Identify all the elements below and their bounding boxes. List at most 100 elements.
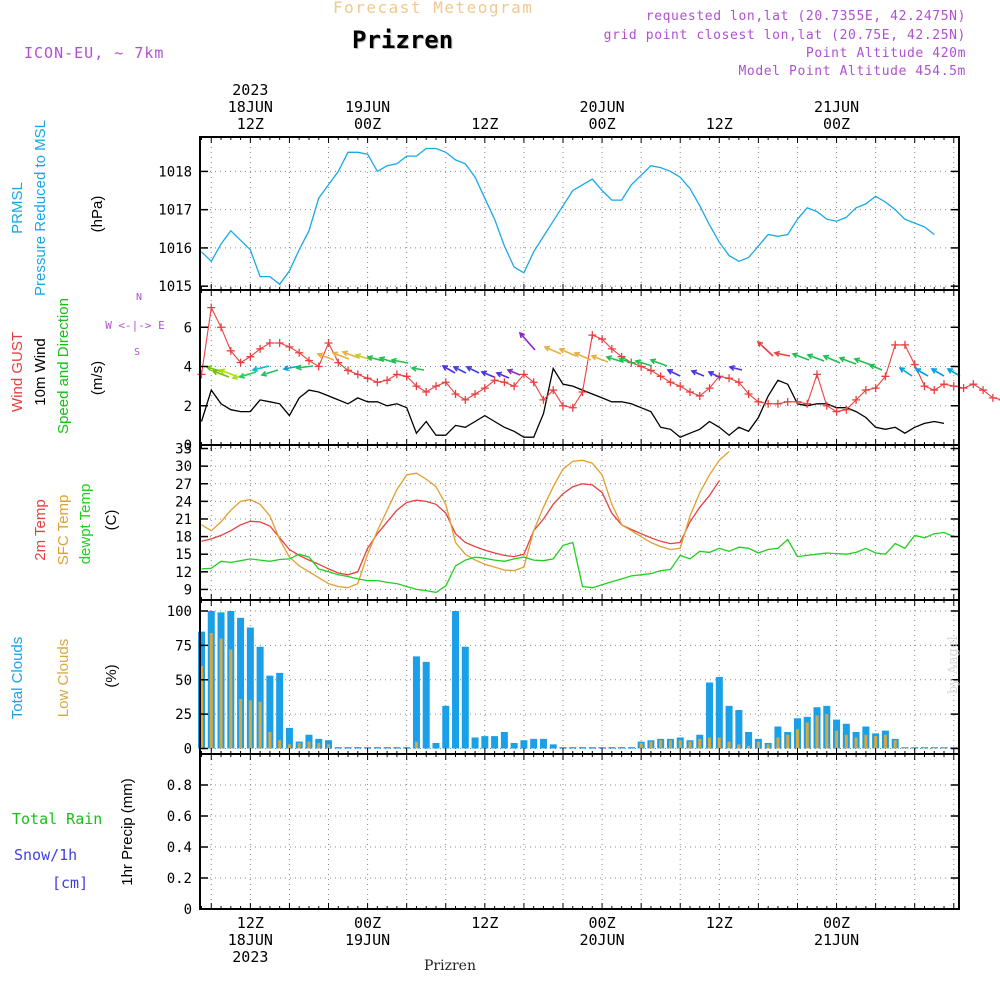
clouds-unit: (%) (103, 664, 120, 687)
gust-marker (881, 372, 890, 381)
bottom-date-label: 00Z (823, 914, 850, 932)
gust-marker (207, 303, 216, 312)
wind-arrow-head (410, 365, 417, 372)
panel-frame-wind (199, 289, 960, 446)
top-date-label: 00Z (354, 115, 381, 133)
wind-arrow-head (378, 356, 386, 363)
bottom-date-label: 2023 (232, 948, 268, 966)
low-cloud-bar (649, 741, 653, 749)
wind-direction-arrow (774, 352, 791, 357)
y-tick-label: 0.8 (167, 778, 192, 794)
y-tick-label: 0.2 (167, 871, 192, 887)
wind-arrow-head (465, 366, 473, 372)
wind-arrow-head (480, 370, 488, 377)
y-tick-label: 2 (184, 399, 192, 415)
gust-marker (519, 370, 528, 379)
gust-marker (256, 344, 265, 353)
wind-arrow-head (853, 357, 861, 364)
pressure-unit: (hPa) (89, 196, 106, 233)
gust-marker (510, 382, 519, 391)
bottom-date-label: 21JUN (814, 931, 859, 949)
wind-gust-line (200, 305, 1000, 413)
gust-marker (988, 393, 997, 402)
total-cloud-bar (491, 736, 499, 749)
low-cloud-bar (864, 734, 868, 749)
total-clouds-label: Total Clouds (9, 637, 26, 720)
low-cloud-bar (200, 666, 203, 749)
wind-direction-arrow (757, 341, 774, 357)
panel-frame-precip (199, 753, 960, 910)
low-cloud-bar (708, 737, 712, 749)
gust-marker (783, 397, 792, 406)
t2m-label: 2m Temp (32, 499, 49, 560)
low-cloud-bar (893, 740, 897, 749)
pressure-label-long: Pressure Reduced to MSL (32, 120, 49, 296)
low-cloud-bar (659, 740, 663, 749)
total-cloud-bar (373, 747, 381, 749)
total-cloud-bar (579, 747, 587, 749)
total-cloud-bar (715, 677, 723, 749)
wind-direction-arrow (261, 369, 279, 376)
gust-marker (646, 366, 655, 375)
wind-arrow-head (211, 369, 219, 376)
wind-arrow-head (728, 364, 736, 371)
gust-marker (275, 338, 284, 347)
gust-marker (285, 342, 294, 351)
wind-direction-arrow (807, 354, 825, 362)
top-date-label: 00Z (589, 115, 616, 133)
total-cloud-bar (412, 656, 420, 749)
gust-marker (226, 346, 235, 355)
total-cloud-bar (569, 747, 577, 749)
total-cloud-bar (627, 747, 635, 749)
low-cloud-bar (942, 747, 946, 749)
gust-marker (314, 362, 323, 371)
low-cloud-bar (835, 730, 839, 749)
gust-marker (930, 386, 939, 395)
wind-arrow-head (618, 357, 626, 364)
wind-direction-arrow (839, 357, 857, 365)
wind-arrow-head (605, 355, 613, 362)
low-cloud-bar (239, 699, 243, 749)
wind-arrow-head (231, 374, 239, 381)
low-cloud-bar (414, 741, 418, 749)
low-cloud-bar (327, 744, 331, 749)
requested-coords: requested lon,lat (20.7355E, 42.2475N) (645, 9, 966, 24)
low-clouds-label: Low Clouds (55, 639, 72, 717)
wind-arrow-head (331, 351, 339, 358)
wind-direction-arrow (691, 370, 705, 377)
bottom-date-label: 12Z (471, 914, 498, 932)
compass-west-east: W <-|-> E (105, 319, 165, 332)
wind-label: 10m Wind (32, 338, 49, 406)
gust-marker (598, 335, 607, 344)
total-cloud-bar (549, 744, 557, 749)
wind-direction-arrow (411, 367, 425, 371)
wind-direction-arrow (823, 355, 841, 364)
gust-marker (832, 407, 841, 416)
total-cloud-bar (530, 738, 538, 749)
panel-frames (199, 136, 960, 910)
compass-south: S (134, 347, 140, 358)
wind-direction-arrow (931, 368, 945, 377)
gust-marker (236, 358, 245, 367)
gust-marker (842, 405, 851, 414)
wind-arrow-head (649, 358, 657, 365)
gust-marker (969, 380, 978, 389)
wind-direction-arrow (332, 352, 350, 360)
wind-arrow-head (806, 353, 814, 360)
gust-marker (392, 370, 401, 379)
top-date-label: 00Z (823, 115, 850, 133)
wind-arrow-head (452, 366, 460, 372)
total-cloud-bar (432, 743, 440, 749)
gust-marker (480, 384, 489, 393)
low-cloud-bar (278, 740, 282, 749)
gust-marker (373, 378, 382, 387)
gust-marker (920, 382, 929, 391)
wind-direction-arrow (466, 366, 480, 374)
gust-marker (607, 344, 616, 353)
y-tick-label: 18 (175, 530, 192, 546)
wind-direction-label: Speed and Direction (55, 298, 72, 434)
gust-marker (578, 388, 587, 397)
wind-arrow-head (868, 363, 876, 370)
gust-marker (334, 358, 343, 367)
